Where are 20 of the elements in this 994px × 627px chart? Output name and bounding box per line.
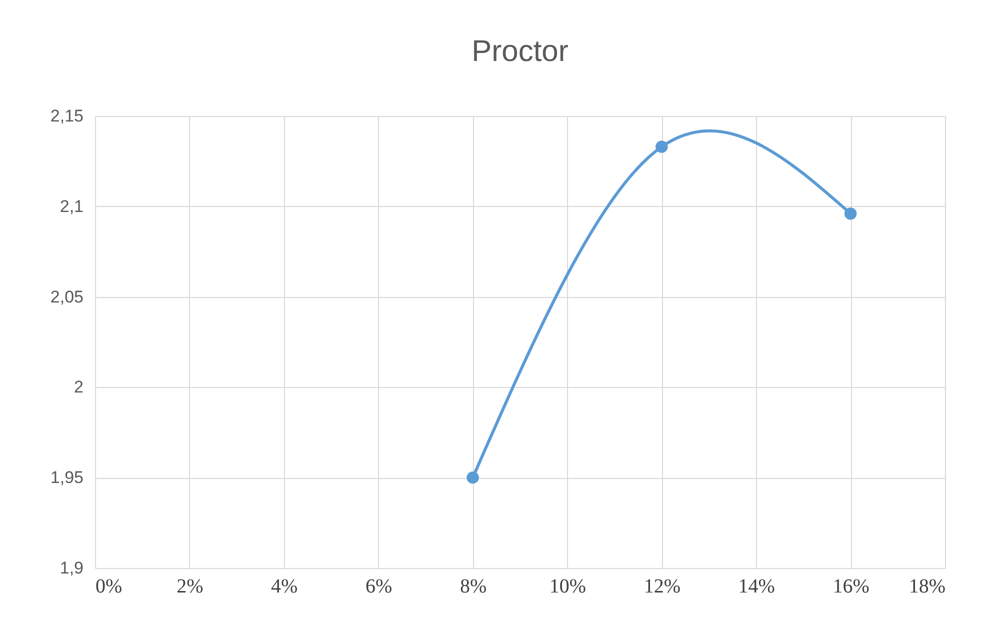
y-tick-label: 2,1 bbox=[60, 196, 84, 216]
x-tick-label: 10% bbox=[549, 576, 586, 598]
x-tick-label: 14% bbox=[738, 576, 775, 598]
x-tick-label: 16% bbox=[832, 576, 870, 598]
x-tick-label: 8% bbox=[460, 576, 487, 598]
y-tick-label: 2 bbox=[74, 378, 84, 397]
x-tick-label: 12% bbox=[644, 576, 681, 598]
y-tick-label: 2,15 bbox=[50, 106, 84, 126]
y-tick-label: 2,05 bbox=[50, 287, 84, 306]
y-tick-label: 1,95 bbox=[50, 468, 84, 488]
x-tick-label: 2% bbox=[176, 576, 204, 598]
x-tick-label: 18% bbox=[908, 576, 946, 598]
y-tick-label: 1,9 bbox=[60, 558, 84, 578]
x-tick-label: 0% bbox=[96, 576, 122, 598]
point bbox=[656, 140, 668, 153]
point bbox=[844, 208, 857, 220]
chart-title: Proctor bbox=[472, 35, 568, 68]
point bbox=[466, 471, 479, 484]
x-tick-label: 4% bbox=[271, 576, 298, 598]
x-tick-label: 6% bbox=[365, 576, 392, 598]
